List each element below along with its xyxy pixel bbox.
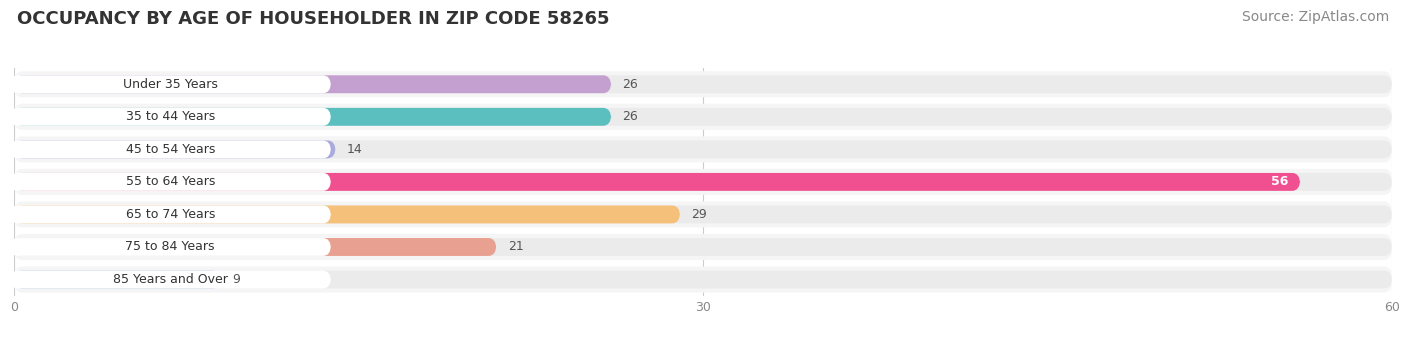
Text: 35 to 44 Years: 35 to 44 Years — [125, 110, 215, 123]
Text: Source: ZipAtlas.com: Source: ZipAtlas.com — [1241, 10, 1389, 24]
Text: 65 to 74 Years: 65 to 74 Years — [125, 208, 215, 221]
Text: 14: 14 — [347, 143, 363, 156]
Text: 29: 29 — [692, 208, 707, 221]
FancyBboxPatch shape — [14, 271, 221, 288]
FancyBboxPatch shape — [14, 201, 1392, 227]
FancyBboxPatch shape — [10, 108, 330, 126]
Text: 75 to 84 Years: 75 to 84 Years — [125, 240, 215, 254]
FancyBboxPatch shape — [10, 173, 330, 191]
FancyBboxPatch shape — [14, 104, 1392, 130]
FancyBboxPatch shape — [14, 136, 1392, 163]
Text: 26: 26 — [623, 78, 638, 91]
Text: 55 to 64 Years: 55 to 64 Years — [125, 175, 215, 188]
FancyBboxPatch shape — [14, 238, 1392, 256]
FancyBboxPatch shape — [14, 267, 1392, 292]
FancyBboxPatch shape — [10, 271, 330, 288]
FancyBboxPatch shape — [14, 173, 1392, 191]
Text: 45 to 54 Years: 45 to 54 Years — [125, 143, 215, 156]
Text: 9: 9 — [232, 273, 240, 286]
Text: 85 Years and Over: 85 Years and Over — [112, 273, 228, 286]
FancyBboxPatch shape — [14, 271, 1392, 288]
FancyBboxPatch shape — [14, 169, 1392, 195]
FancyBboxPatch shape — [14, 75, 1392, 93]
FancyBboxPatch shape — [14, 75, 612, 93]
FancyBboxPatch shape — [10, 140, 330, 158]
FancyBboxPatch shape — [14, 205, 681, 223]
FancyBboxPatch shape — [14, 238, 496, 256]
FancyBboxPatch shape — [14, 234, 1392, 260]
FancyBboxPatch shape — [14, 205, 1392, 223]
FancyBboxPatch shape — [10, 238, 330, 256]
Text: 56: 56 — [1271, 175, 1289, 188]
Text: 26: 26 — [623, 110, 638, 123]
Text: Under 35 Years: Under 35 Years — [122, 78, 218, 91]
FancyBboxPatch shape — [10, 75, 330, 93]
Text: 21: 21 — [508, 240, 523, 254]
FancyBboxPatch shape — [14, 108, 612, 126]
Text: OCCUPANCY BY AGE OF HOUSEHOLDER IN ZIP CODE 58265: OCCUPANCY BY AGE OF HOUSEHOLDER IN ZIP C… — [17, 10, 609, 28]
FancyBboxPatch shape — [14, 108, 1392, 126]
FancyBboxPatch shape — [14, 140, 336, 158]
FancyBboxPatch shape — [14, 140, 1392, 158]
FancyBboxPatch shape — [14, 173, 1301, 191]
FancyBboxPatch shape — [10, 205, 330, 223]
FancyBboxPatch shape — [14, 71, 1392, 97]
